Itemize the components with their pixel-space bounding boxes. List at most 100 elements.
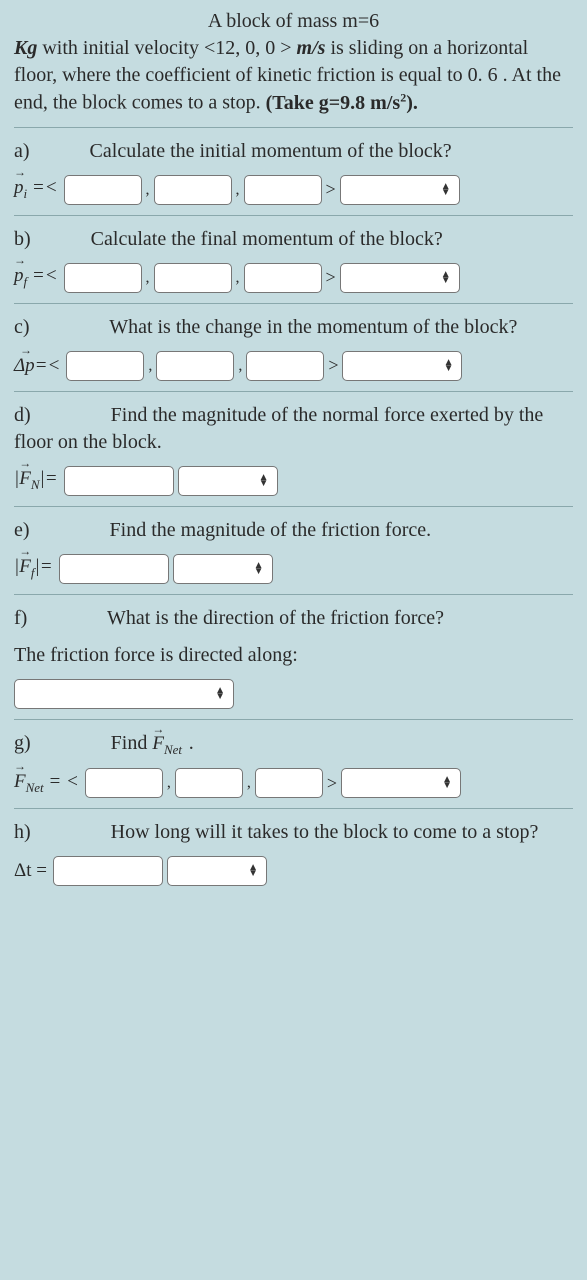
question-g: g) Find FNet . FNet = < , , > ▲▼	[14, 719, 573, 798]
comma-a1: ,	[146, 181, 150, 199]
select-g-units[interactable]: ▲▼	[341, 768, 461, 798]
updown-icon: ▲▼	[248, 865, 258, 877]
answer-row-c: Δp=< , , > ▲▼	[14, 351, 573, 381]
label-f: f)	[14, 607, 27, 629]
input-a-y[interactable]	[154, 175, 232, 205]
input-b-y[interactable]	[154, 263, 232, 293]
select-b-units[interactable]: ▲▼	[340, 263, 460, 293]
answer-row-b: pf =< , , > ▲▼	[14, 263, 573, 293]
intro-part-f: ).	[406, 92, 418, 114]
label-b: b)	[14, 228, 31, 250]
select-f-direction[interactable]: ▲▼	[14, 679, 234, 709]
comma-c2: ,	[238, 357, 242, 375]
text-b: Calculate the final momentum of the bloc…	[91, 228, 443, 250]
input-a-x[interactable]	[64, 175, 142, 205]
question-c-text: c) What is the change in the momentum of…	[14, 314, 573, 341]
question-e: e) Find the magnitude of the friction fo…	[14, 506, 573, 584]
input-g-x[interactable]	[85, 768, 163, 798]
label-d: d)	[14, 404, 31, 426]
label-g: g)	[14, 732, 31, 754]
statement-f: The friction force is directed along:	[14, 642, 573, 669]
select-d-units[interactable]: ▲▼	[178, 466, 278, 496]
comma-b2: ,	[236, 269, 240, 287]
worksheet-container: A block of mass m=6 Kg with initial velo…	[0, 0, 587, 914]
updown-icon: ▲▼	[259, 475, 269, 487]
var-pf: pf =<	[14, 265, 58, 290]
updown-icon: ▲▼	[441, 272, 451, 284]
text-g-pre: Find	[111, 732, 153, 754]
comma-g2: ,	[247, 774, 251, 792]
text-f: What is the direction of the friction fo…	[107, 607, 444, 629]
question-d-text: d) Find the magnitude of the normal forc…	[14, 402, 573, 456]
var-pi: pi =<	[14, 177, 58, 202]
answer-row-f: ▲▼	[14, 679, 573, 709]
question-f-text: f) What is the direction of the friction…	[14, 605, 573, 632]
updown-icon: ▲▼	[442, 777, 452, 789]
var-dp: Δp=<	[14, 355, 60, 377]
updown-icon: ▲▼	[215, 688, 225, 700]
text-e: Find the magnitude of the friction force…	[110, 519, 432, 541]
text-h: How long will it takes to the block to c…	[111, 821, 539, 843]
select-h-units[interactable]: ▲▼	[167, 856, 267, 886]
input-e[interactable]	[59, 554, 169, 584]
input-b-x[interactable]	[64, 263, 142, 293]
answer-row-a: pi =< , , > ▲▼	[14, 175, 573, 205]
input-c-y[interactable]	[156, 351, 234, 381]
text-c: What is the change in the momentum of th…	[109, 316, 517, 338]
var-fnet: FNet = <	[14, 771, 79, 796]
text-g-post: .	[189, 732, 194, 754]
var-fn: |FN|=	[14, 468, 58, 493]
intro-part-e: (Take g=9.8 m/s	[266, 92, 401, 114]
var-fnet-inline: FNet	[152, 733, 186, 754]
question-h-text: h) How long will it takes to the block t…	[14, 819, 573, 846]
question-b-text: b) Calculate the final momentum of the b…	[14, 226, 573, 253]
var-ff: |Ff|=	[14, 556, 53, 581]
input-g-y[interactable]	[175, 768, 243, 798]
question-c: c) What is the change in the momentum of…	[14, 303, 573, 381]
input-b-z[interactable]	[244, 263, 322, 293]
answer-row-d: |FN|= ▲▼	[14, 466, 573, 496]
close-a: >	[326, 179, 336, 200]
answer-row-h: Δt = ▲▼	[14, 856, 573, 886]
close-c: >	[328, 355, 338, 376]
updown-icon: ▲▼	[441, 184, 451, 196]
input-c-x[interactable]	[66, 351, 144, 381]
updown-icon: ▲▼	[444, 360, 454, 372]
intro-ms: m/s	[297, 37, 326, 59]
intro-kg: Kg	[14, 37, 37, 59]
label-c: c)	[14, 316, 30, 338]
comma-a2: ,	[236, 181, 240, 199]
text-a: Calculate the initial momentum of the bl…	[90, 140, 452, 162]
question-d: d) Find the magnitude of the normal forc…	[14, 391, 573, 496]
select-c-units[interactable]: ▲▼	[342, 351, 462, 381]
input-a-z[interactable]	[244, 175, 322, 205]
select-a-units[interactable]: ▲▼	[340, 175, 460, 205]
close-g: >	[327, 773, 337, 794]
question-g-text: g) Find FNet .	[14, 730, 573, 758]
problem-intro: A block of mass m=6 Kg with initial velo…	[14, 8, 573, 117]
question-a-text: a) Calculate the initial momentum of the…	[14, 138, 573, 165]
comma-c1: ,	[148, 357, 152, 375]
answer-row-e: |Ff|= ▲▼	[14, 554, 573, 584]
text-d: Find the magnitude of the normal force e…	[14, 404, 543, 453]
intro-line1: A block of mass m=6	[14, 8, 573, 35]
label-a: a)	[14, 140, 30, 162]
comma-g1: ,	[167, 774, 171, 792]
question-e-text: e) Find the magnitude of the friction fo…	[14, 517, 573, 544]
label-h: h)	[14, 821, 31, 843]
intro-part-b: with initial velocity <12, 0, 0 >	[37, 37, 296, 59]
input-g-z[interactable]	[255, 768, 323, 798]
comma-b1: ,	[146, 269, 150, 287]
var-dt: Δt =	[14, 860, 47, 882]
question-a: a) Calculate the initial momentum of the…	[14, 127, 573, 205]
question-h: h) How long will it takes to the block t…	[14, 808, 573, 886]
label-e: e)	[14, 519, 30, 541]
select-e-units[interactable]: ▲▼	[173, 554, 273, 584]
input-c-z[interactable]	[246, 351, 324, 381]
close-b: >	[326, 267, 336, 288]
answer-row-g: FNet = < , , > ▲▼	[14, 768, 573, 798]
input-d[interactable]	[64, 466, 174, 496]
question-b: b) Calculate the final momentum of the b…	[14, 215, 573, 293]
input-h[interactable]	[53, 856, 163, 886]
question-f: f) What is the direction of the friction…	[14, 594, 573, 709]
